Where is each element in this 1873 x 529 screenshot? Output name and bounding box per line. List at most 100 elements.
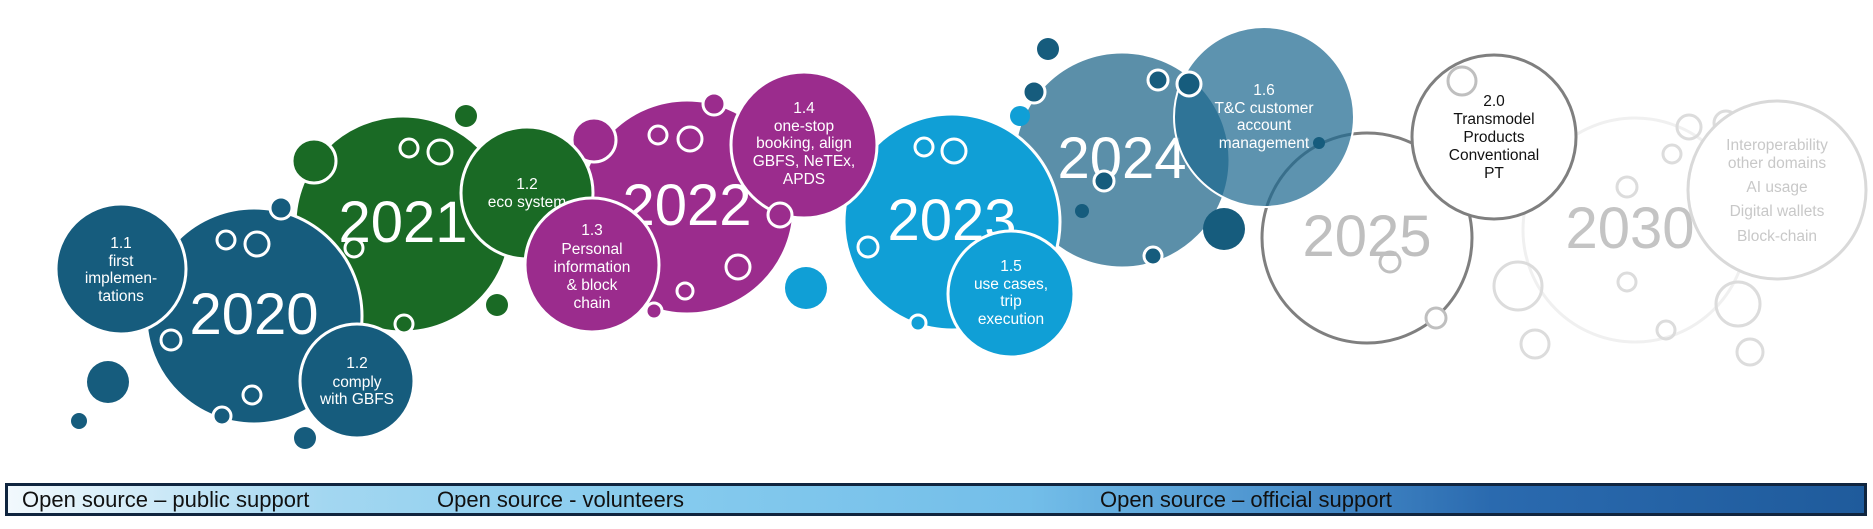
support-band-public: Open source – public support [22, 487, 310, 512]
decor-bubble [701, 91, 727, 117]
milestone-text-1-2-gbfs: 1.2 comply with GBFS [319, 355, 394, 408]
svg-text:first: first [109, 253, 135, 270]
decor-bubble [856, 235, 880, 259]
decor-bubble [1615, 175, 1639, 199]
decor-bubble [940, 137, 968, 165]
milestone-text-2-0: 2.0 Transmodel Products Conventional PT [1449, 93, 1539, 182]
svg-text:information: information [554, 259, 631, 276]
decor-bubble [1010, 106, 1030, 126]
decor-bubble [87, 361, 129, 403]
svg-text:trip: trip [1000, 293, 1022, 310]
decor-bubble [486, 294, 508, 316]
svg-text:with GBFS: with GBFS [319, 391, 394, 408]
svg-text:1.2: 1.2 [516, 176, 538, 193]
decor-bubble [647, 124, 669, 146]
decor-bubble [1203, 208, 1245, 250]
decor-bubble [426, 138, 454, 166]
decor-bubble [290, 137, 338, 185]
support-band-official: Open source – official support [1100, 487, 1392, 512]
svg-text:Digital wallets: Digital wallets [1730, 203, 1825, 220]
decor-bubble [1655, 319, 1677, 341]
milestone-text-1-1: 1.1 first implemen- tations [85, 235, 157, 305]
decor-bubble [1675, 113, 1703, 141]
svg-text:Conventional: Conventional [1449, 147, 1539, 164]
decor-bubble [1142, 245, 1164, 267]
svg-text:APDS: APDS [783, 171, 825, 188]
svg-text:tations: tations [98, 288, 144, 305]
decor-bubble [1446, 65, 1478, 97]
svg-text:2.0: 2.0 [1483, 93, 1505, 110]
year-label-2025: 2025 [1302, 204, 1431, 269]
svg-text:eco system: eco system [488, 194, 566, 211]
svg-text:1.3: 1.3 [581, 222, 603, 239]
decor-bubble [211, 405, 233, 427]
decor-bubble [455, 105, 477, 127]
svg-text:1.4: 1.4 [793, 100, 815, 117]
decor-bubble [676, 125, 704, 153]
year-label-2024: 2024 [1057, 126, 1186, 191]
decor-bubble [159, 328, 183, 352]
milestone-bubble-1-1 [54, 202, 188, 336]
decor-bubble [644, 301, 664, 321]
svg-text:PT: PT [1484, 165, 1504, 182]
support-band-volunteers: Open source - volunteers [437, 487, 685, 512]
svg-text:1.6: 1.6 [1253, 82, 1275, 99]
svg-text:Transmodel: Transmodel [1453, 111, 1534, 128]
svg-text:Personal: Personal [561, 241, 622, 258]
svg-text:1.1: 1.1 [110, 235, 132, 252]
decor-bubble [1313, 137, 1325, 149]
decor-bubble [243, 230, 271, 258]
milestone-text-1-5: 1.5 use cases, trip execution [974, 258, 1048, 328]
milestone-bubble-1-3 [523, 196, 661, 334]
milestone-bubble-2-0 [1410, 53, 1578, 221]
milestone-text-1-3: 1.3 Personal information & block chain [554, 222, 631, 312]
svg-text:1.2: 1.2 [346, 355, 368, 372]
svg-text:booking, align: booking, align [756, 135, 852, 152]
decor-bubble [268, 195, 294, 221]
svg-text:comply: comply [332, 374, 381, 391]
milestone-text-1-4: 1.4 one-stop booking, align GBFS, NeTEx,… [753, 100, 856, 188]
decor-bubble [1519, 328, 1551, 360]
svg-text:management: management [1219, 135, 1310, 152]
decor-bubble [294, 427, 316, 449]
decor-bubble [766, 201, 794, 229]
svg-text:1.5: 1.5 [1000, 258, 1022, 275]
support-band: Open source – public support Open source… [5, 483, 1867, 516]
decor-bubble [1616, 271, 1638, 293]
decor-bubble [1146, 68, 1170, 92]
decor-bubble [1378, 250, 1402, 274]
svg-text:Interoperability: Interoperability [1726, 137, 1828, 154]
svg-text:other domains: other domains [1728, 155, 1826, 172]
year-label-2020: 2020 [189, 282, 318, 347]
decor-bubble [570, 116, 618, 164]
decor-bubble [1735, 337, 1765, 367]
svg-text:AI usage: AI usage [1746, 179, 1807, 196]
decor-bubble [1661, 143, 1683, 165]
svg-text:Products: Products [1463, 129, 1524, 146]
decor-bubble [1175, 70, 1203, 98]
decor-bubble [913, 136, 935, 158]
decor-bubble [675, 281, 695, 301]
milestone-bubble-future [1686, 99, 1868, 281]
milestone-text-1-2-eco: 1.2 eco system [488, 176, 566, 211]
decor-bubble [1092, 169, 1116, 193]
milestone-bubble-1-5 [946, 229, 1076, 359]
year-label-2030: 2030 [1565, 196, 1694, 261]
svg-text:use cases,: use cases, [974, 276, 1048, 293]
svg-text:Block-chain: Block-chain [1737, 228, 1817, 245]
milestone-bubble-1-6 [1173, 26, 1355, 208]
svg-text:execution: execution [978, 311, 1044, 328]
svg-text:GBFS, NeTEx,: GBFS, NeTEx, [753, 153, 856, 170]
decor-bubble [1424, 306, 1448, 330]
decor-bubble [724, 253, 752, 281]
decor-bubble [1021, 79, 1047, 105]
svg-text:& block: & block [567, 277, 618, 294]
decor-bubble [393, 313, 415, 335]
milestone-bubble-1-2-gbfs [298, 322, 416, 440]
decor-bubble [1075, 204, 1089, 218]
decor-bubble [1492, 260, 1544, 312]
decor-bubble [1037, 38, 1059, 60]
decor-bubble [1714, 280, 1762, 328]
svg-text:chain: chain [573, 295, 610, 312]
